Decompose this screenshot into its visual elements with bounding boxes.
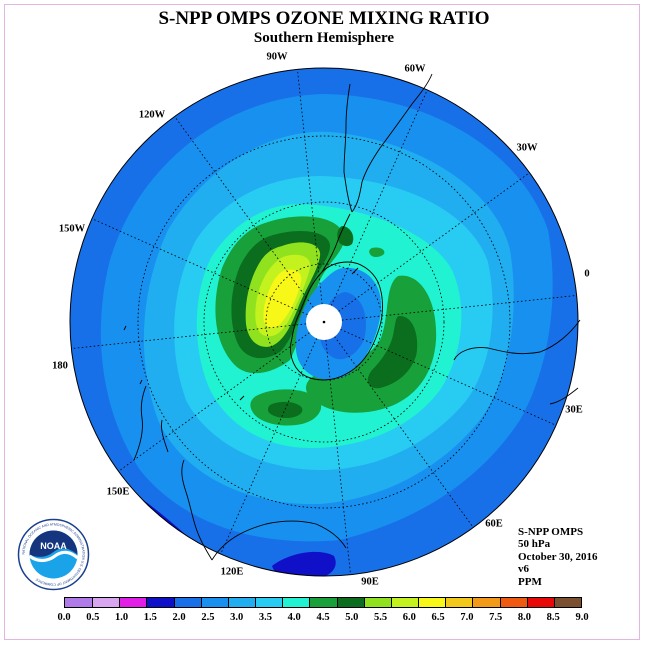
- colorbar-swatch: [336, 598, 364, 607]
- colorbar-tick-label: 2.5: [201, 612, 215, 623]
- lon-label-150W: 150W: [58, 223, 86, 235]
- meridian-line: [330, 89, 428, 306]
- colorbar-swatch: [119, 598, 147, 607]
- instrument-text: S-NPP OMPS: [518, 526, 584, 538]
- colorbar-swatch: [146, 598, 174, 607]
- lon-label-30W: 30W: [516, 142, 538, 154]
- colorbar-tick-label: 3.5: [258, 612, 272, 623]
- colorbar-swatch: [472, 598, 500, 607]
- colorbar-swatch: [255, 598, 283, 607]
- chart-title: S-NPP OMPS OZONE MIXING RATIO: [158, 8, 490, 29]
- colorbar-tick-label: 0.0: [57, 612, 71, 623]
- colorbar-tick-label: 4.0: [287, 612, 301, 623]
- ozone-band-5.0-tip: [337, 226, 354, 247]
- colorbar: [64, 597, 582, 608]
- colorbar-tick-label: 5.5: [373, 612, 388, 623]
- meridian-line: [91, 218, 308, 316]
- figure-frame: [4, 4, 640, 640]
- noaa-logo: NOAA NATIONAL OCEANIC AND ATMOSPHERIC AD…: [17, 518, 90, 591]
- meridian-line: [341, 295, 577, 321]
- colorbar-swatch: [200, 598, 228, 607]
- units-text: PPM: [518, 575, 542, 588]
- colorbar-swatch: [173, 598, 201, 607]
- colorbar-swatch: [418, 598, 446, 607]
- colorbar-tick-label: 3.0: [230, 612, 244, 623]
- colorbar-swatch: [282, 598, 310, 607]
- colorbar-tick-label: 1.0: [114, 612, 129, 623]
- meridian-lines: [71, 69, 577, 575]
- colorbar-tick-label: 9.0: [575, 612, 589, 623]
- colorbar-tick-label: 7.0: [460, 612, 474, 623]
- graticule: [137, 135, 511, 509]
- islands: [123, 267, 359, 401]
- colorbar-tick-label: 6.5: [431, 612, 445, 623]
- map-rim: [69, 67, 579, 577]
- colorbar-swatch: [65, 598, 93, 607]
- meridian-line: [220, 338, 318, 555]
- new-zealand-coast: [133, 385, 169, 461]
- meridian-line: [118, 332, 310, 472]
- colorbar-tick-label: 8.0: [517, 612, 531, 623]
- colorbar-swatch: [309, 598, 337, 607]
- lon-label-90E: 90E: [361, 576, 379, 588]
- noaa-logo-text: NOAA: [40, 541, 67, 551]
- colorbar-swatch: [445, 598, 473, 607]
- meridian-line: [325, 339, 351, 575]
- chart-subtitle: Southern Hemisphere: [253, 30, 395, 46]
- colorbar-swatch: [92, 598, 120, 607]
- colorbar-tick-label: 0.5: [86, 612, 100, 623]
- colorbar-tick-label: 1.5: [143, 612, 157, 623]
- south-america-coast: [343, 73, 433, 213]
- meridian-line: [334, 336, 474, 528]
- australia-coast: [181, 459, 347, 561]
- colorbar-swatch: [227, 598, 256, 607]
- colorbar-swatch: [390, 598, 419, 607]
- colorbar-tick-label: 7.5: [489, 612, 503, 623]
- colorbar-tick-label: 6.0: [402, 612, 416, 623]
- ozone-band-5.0-south: [268, 401, 303, 418]
- lon-label-90W: 90W: [266, 51, 288, 63]
- lon-label-60W: 60W: [404, 63, 426, 75]
- colorbar-swatch: [499, 598, 527, 607]
- meridian-line: [338, 172, 530, 312]
- version-text: v6: [518, 563, 529, 576]
- colorbar-swatch: [553, 598, 581, 607]
- africa-coast: [453, 319, 581, 405]
- lon-label-180: 180: [52, 360, 68, 372]
- antarctica-coast: [290, 261, 383, 381]
- lon-label-120W: 120W: [138, 109, 166, 121]
- date-text: October 30, 2016: [518, 550, 598, 563]
- lon-label-30E: 30E: [565, 404, 583, 416]
- lon-label-150E: 150E: [106, 486, 130, 498]
- colorbar-tick-label: 2.0: [172, 612, 186, 623]
- pressure-level-text: 50 hPa: [518, 538, 551, 551]
- south-pole-marker: [322, 320, 326, 324]
- meridian-line: [71, 323, 307, 349]
- meridian-line: [340, 328, 557, 426]
- lon-label-0: 0: [584, 268, 590, 280]
- lon-label-120E: 120E: [220, 566, 244, 578]
- antarctic-peninsula: [321, 213, 351, 273]
- colorbar-swatch: [526, 598, 554, 607]
- ozone-band-6.5: [263, 269, 302, 328]
- lon-label-60E: 60E: [485, 518, 503, 530]
- colorbar-tick-label: 5.0: [345, 612, 359, 623]
- colorbar-swatch: [363, 598, 391, 607]
- ozone-patch-east-small: [369, 247, 385, 257]
- metadata-block: S-NPP OMPS 50 hPa October 30, 2016 v6 PP…: [518, 526, 598, 588]
- colorbar-tick-label: 4.5: [316, 612, 330, 623]
- colorbar-tick-label: 8.5: [546, 612, 560, 623]
- coastlines: [123, 73, 581, 561]
- meridian-line: [174, 116, 314, 308]
- meridian-line: [297, 69, 323, 305]
